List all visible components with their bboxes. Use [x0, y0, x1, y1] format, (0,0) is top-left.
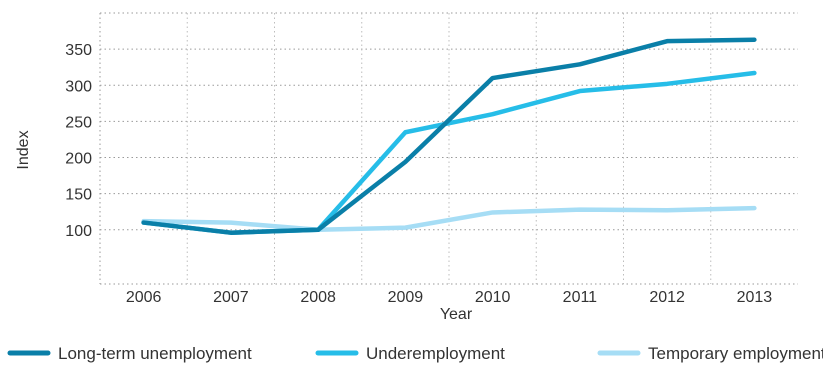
x-tick-label: 2007: [213, 289, 249, 306]
series-line-2: [141, 205, 757, 233]
y-tick-label: 150: [65, 187, 92, 204]
series-line-0: [141, 37, 757, 235]
x-tick-label: 2006: [126, 289, 162, 306]
series-layer: [141, 37, 757, 235]
plot-area: [99, 12, 798, 285]
legend: Long-term unemployment Underemployment Tem…: [7, 344, 823, 363]
x-axis-title: Year: [440, 306, 473, 323]
x-tick-label: 2010: [475, 289, 511, 306]
legend-label: Temporary employment: [648, 344, 823, 363]
y-tick-label: 350: [65, 42, 92, 59]
grid-layer: [99, 12, 798, 285]
y-axis-title: Index: [15, 130, 32, 169]
y-tick-label: 200: [65, 151, 92, 168]
x-tick-label: 2012: [649, 289, 685, 306]
y-axis-tick-labels: 100 150 200 250 300 350: [65, 42, 92, 240]
x-tick-label: 2013: [737, 289, 773, 306]
y-tick-label: 250: [65, 114, 92, 131]
x-axis-tick-labels: 2006 2007 2008 2009 2010 2011 2012 2013: [126, 289, 772, 306]
y-tick-label: 300: [65, 78, 92, 95]
x-tick-label: 2008: [300, 289, 336, 306]
x-tick-label: 2009: [388, 289, 424, 306]
legend-label: Underemployment: [366, 344, 505, 363]
x-tick-label: 2011: [563, 289, 598, 306]
y-tick-label: 100: [65, 223, 92, 240]
legend-label: Long-term unemployment: [58, 344, 252, 363]
